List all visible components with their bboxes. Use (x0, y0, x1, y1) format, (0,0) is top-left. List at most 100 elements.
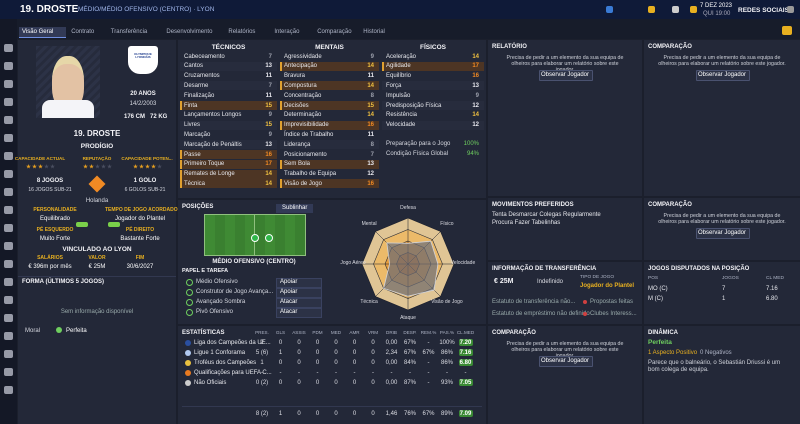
sidebar-icon[interactable] (4, 152, 13, 160)
attribute-value: 9 (268, 112, 272, 119)
tab[interactable]: Historial (363, 29, 385, 35)
sidebar-icon[interactable] (4, 314, 13, 322)
stats-cell: 76% (403, 411, 416, 417)
morale-icon (56, 327, 62, 333)
stats-cell: 0 (371, 340, 375, 346)
stats-column-header: DRIB (386, 330, 397, 335)
stats-cell: - (335, 370, 337, 376)
tab[interactable]: Comparação (317, 29, 352, 35)
active-tab-bg (19, 27, 67, 38)
sidebar-icon[interactable] (4, 242, 13, 250)
stats-cell: 7.09 (459, 411, 472, 417)
sidebar-icon[interactable] (4, 278, 13, 286)
sidebar-icon[interactable] (4, 224, 13, 232)
stats-cell: 0 (334, 350, 338, 356)
contract-label: SALÁRIOS (37, 255, 63, 261)
role-name: Construtor de Jogo Avança... (196, 289, 274, 295)
sidebar-icon[interactable] (4, 350, 13, 358)
highlight-button[interactable]: Sublinhar (276, 204, 314, 213)
rating-star (101, 164, 106, 169)
attribute-name: Bravura (284, 73, 306, 80)
attribute-value: 16 (367, 122, 374, 129)
stats-cell: - (261, 370, 263, 376)
sidebar-icon[interactable] (4, 134, 13, 142)
duty-dropdown[interactable] (276, 308, 322, 318)
tab[interactable]: Interação (274, 29, 300, 35)
duty-dropdown[interactable] (276, 288, 322, 298)
attribute-name: Compostura (284, 82, 317, 89)
panel-title: MOVIMENTOS PREFERIDOS (492, 202, 574, 208)
position-dot (265, 234, 273, 242)
rating-star (157, 164, 162, 169)
ability-label: CAPACIDADE ACTUAL (14, 156, 66, 161)
sidebar-icon[interactable] (4, 170, 13, 178)
tab[interactable]: Visão Geral (22, 29, 54, 35)
attribute-value: 16 (472, 73, 479, 80)
stats-column-header: PAS.% (439, 330, 455, 335)
panel-title: RELATÓRIO (492, 44, 527, 50)
attribute-value: 14 (265, 171, 272, 178)
roles-title: PAPEL E TAREFA (182, 268, 229, 274)
sidebar-icon[interactable] (4, 386, 13, 394)
top-icon (672, 6, 679, 13)
stats-cell: 67% (422, 350, 435, 356)
stats-cell: - (409, 370, 411, 376)
attribute-value: 16 (265, 151, 272, 158)
rating-star (26, 164, 31, 169)
key-attribute-highlight (180, 179, 277, 189)
stats-cell: 0 (334, 380, 338, 386)
sidebar-icon[interactable] (4, 332, 13, 340)
attribute-value: 7 (268, 82, 272, 89)
player-status: PRODÍGIO (80, 143, 114, 150)
attribute-value: 12 (472, 122, 479, 129)
sidebar-icon[interactable] (4, 260, 13, 268)
tab[interactable]: Relatórios (228, 29, 256, 35)
contract-label: FIM (135, 255, 145, 261)
morale-label: Moral (25, 328, 41, 334)
attribute-name: Lançamentos Longos (184, 112, 242, 119)
stats-cell: 0 (334, 360, 338, 366)
stats-cell: 0 (2) (255, 380, 269, 386)
button-bg[interactable] (696, 228, 750, 239)
duty: Atacar (280, 309, 298, 315)
sidebar-icon[interactable] (4, 116, 13, 124)
attribute-value: 17 (265, 161, 272, 168)
positions-title: POSIÇÕES (182, 204, 214, 210)
attribute-value: 14 (265, 180, 272, 187)
tab[interactable]: Contrato (71, 29, 95, 35)
rating-star (95, 164, 100, 169)
stats-cell: - (316, 370, 319, 376)
stats-cell: - (353, 370, 356, 376)
button-bg[interactable] (696, 70, 750, 81)
panel (644, 262, 800, 324)
button-bg[interactable] (539, 356, 593, 367)
attribute-name: Remates de Longe (184, 171, 235, 178)
stats-cell: 5 (6) (255, 350, 269, 356)
chat-icon[interactable] (782, 26, 792, 35)
attribute-value: 12 (367, 171, 374, 178)
sidebar-icon[interactable] (4, 44, 13, 52)
button: Observar Jogador (540, 72, 590, 78)
sidebar-icon[interactable] (4, 98, 13, 106)
stats-cell: 0 (297, 411, 301, 417)
club-logo (128, 46, 158, 74)
rating-star (83, 164, 88, 169)
stats-cell: 0 (315, 380, 320, 386)
duty-dropdown[interactable] (276, 278, 322, 288)
sidebar-icon[interactable] (4, 80, 13, 88)
attribute-name: Decisões (284, 102, 309, 109)
form-title: FORMA (ÚLTIMOS 5 JOGOS) (22, 279, 104, 285)
sidebar-icon[interactable] (4, 206, 13, 214)
sidebar-icon[interactable] (4, 188, 13, 196)
button-bg[interactable] (539, 70, 593, 81)
duty-dropdown[interactable] (276, 298, 322, 308)
sidebar-icon[interactable] (4, 296, 13, 304)
sidebar-icon[interactable] (4, 368, 13, 376)
tab[interactable]: Desenvolvimento (166, 29, 213, 35)
tab[interactable]: Transferência (110, 29, 148, 35)
transfer-value-status: Indefinido (537, 279, 564, 285)
stats-column-header: REM.% (420, 330, 437, 335)
sidebar-icon[interactable] (4, 62, 13, 70)
attribute-value: 8 (370, 141, 374, 148)
attribute-value: 14 (367, 112, 374, 119)
